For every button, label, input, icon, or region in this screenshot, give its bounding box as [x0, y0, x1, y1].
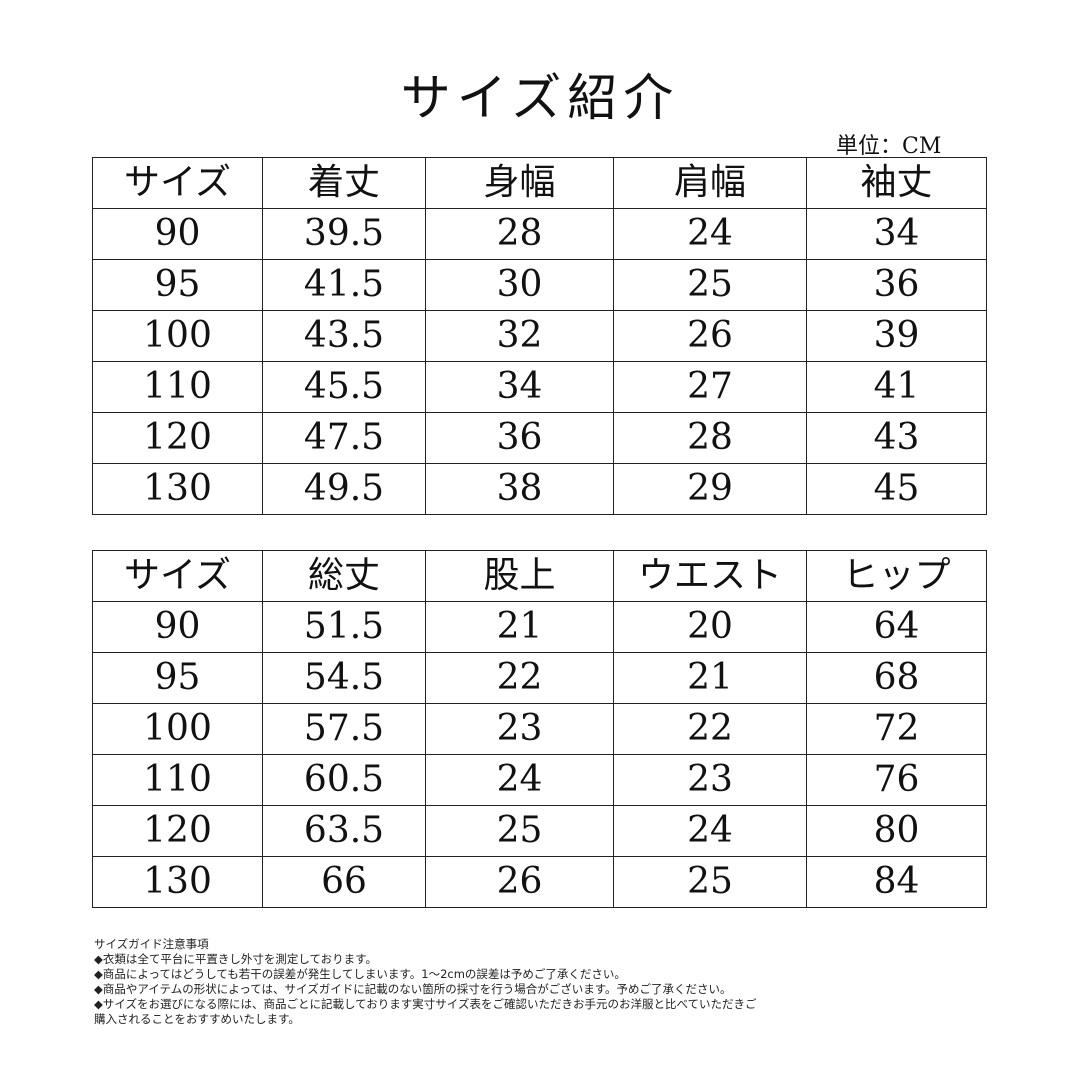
table-cell: 25	[425, 805, 614, 857]
column-header: サイズ	[92, 157, 263, 209]
column-header: 肩幅	[613, 157, 807, 209]
table-row: 100 43.5 32 26 39	[92, 310, 987, 362]
table-cell: 21	[425, 601, 614, 653]
table-row: 95 54.5 22 21 68	[92, 652, 987, 704]
table-cell: 54.5	[262, 652, 426, 704]
table-cell: 72	[806, 703, 987, 755]
table-cell: 43	[806, 412, 987, 464]
table-cell: 30	[425, 259, 614, 311]
table-cell: 95	[92, 259, 263, 311]
table-row: 95 41.5 30 25 36	[92, 259, 987, 311]
table-cell: 23	[425, 703, 614, 755]
table-cell: 41.5	[262, 259, 426, 311]
column-header: ウエスト	[613, 550, 807, 602]
table-cell: 110	[92, 361, 263, 413]
table-row: 120 47.5 36 28 43	[92, 412, 987, 464]
table-cell: 25	[613, 259, 807, 311]
table-cell: 120	[92, 412, 263, 464]
table-cell: 24	[425, 754, 614, 806]
note-line: ◆商品やアイテムの形状によっては、サイズガイドに記載のない箇所の採寸を行う場合が…	[94, 982, 732, 996]
table-cell: 49.5	[262, 463, 426, 515]
table-cell: 21	[613, 652, 807, 704]
table-row: 90 39.5 28 24 34	[92, 208, 987, 260]
table-cell: 20	[613, 601, 807, 653]
note-line: ◆商品によってはどうしても若干の誤差が発生してしまいます。1～2cmの誤差は予め…	[94, 967, 626, 981]
table-cell: 60.5	[262, 754, 426, 806]
table-row: 90 51.5 21 20 64	[92, 601, 987, 653]
table-cell: 64	[806, 601, 987, 653]
table-cell: 28	[613, 412, 807, 464]
table-cell: 36	[806, 259, 987, 311]
table-cell: 24	[613, 805, 807, 857]
table-cell: 45	[806, 463, 987, 515]
note-line: ◆サイズをお選びになる際には、商品ごとに記載しております実寸サイズ表をご確認いた…	[94, 997, 757, 1011]
table-cell: 32	[425, 310, 614, 362]
table-cell: 28	[425, 208, 614, 260]
table-cell: 43.5	[262, 310, 426, 362]
table-row: 120 63.5 25 24 80	[92, 805, 987, 857]
table-cell: 39	[806, 310, 987, 362]
table-cell: 26	[425, 856, 614, 908]
table-cell: 66	[262, 856, 426, 908]
table-cell: 76	[806, 754, 987, 806]
table-header-row: サイズ 総丈 股上 ウエスト ヒップ	[92, 550, 987, 602]
unit-label: 単位：CM	[836, 134, 942, 159]
table-cell: 22	[613, 703, 807, 755]
table-cell: 80	[806, 805, 987, 857]
column-header: 着丈	[262, 157, 426, 209]
table-row: 100 57.5 23 22 72	[92, 703, 987, 755]
table-row: 130 49.5 38 29 45	[92, 463, 987, 515]
column-header: ヒップ	[806, 550, 987, 602]
page-title: サイズ紹介	[400, 69, 680, 127]
table-cell: 34	[806, 208, 987, 260]
table-cell: 38	[425, 463, 614, 515]
column-header: 袖丈	[806, 157, 987, 209]
table-cell: 51.5	[262, 601, 426, 653]
column-header: 股上	[425, 550, 614, 602]
column-header: 身幅	[425, 157, 614, 209]
table-cell: 130	[92, 856, 263, 908]
table-cell: 36	[425, 412, 614, 464]
table-cell: 100	[92, 703, 263, 755]
note-line: ◆衣類は全て平台に平置きし外寸を測定しております。	[94, 952, 378, 966]
table-cell: 47.5	[262, 412, 426, 464]
table-header-row: サイズ 着丈 身幅 肩幅 袖丈	[92, 157, 987, 209]
size-table-tops: サイズ 着丈 身幅 肩幅 袖丈 90 39.5 28 24 34 95 41.5 30 25 36 100 43…	[92, 157, 987, 515]
column-header: 総丈	[262, 550, 426, 602]
table-cell: 22	[425, 652, 614, 704]
table-cell: 39.5	[262, 208, 426, 260]
table-cell: 23	[613, 754, 807, 806]
column-header: サイズ	[92, 550, 263, 602]
table-cell: 84	[806, 856, 987, 908]
table-cell: 90	[92, 208, 263, 260]
size-table-bottoms: サイズ 総丈 股上 ウエスト ヒップ 90 51.5 21 20 64 95 54.5 22 21 68 10…	[92, 550, 987, 908]
table-row: 130 66 26 25 84	[92, 856, 987, 908]
table-row: 110 60.5 24 23 76	[92, 754, 987, 806]
table-cell: 26	[613, 310, 807, 362]
table-cell: 68	[806, 652, 987, 704]
table-row: 110 45.5 34 27 41	[92, 361, 987, 413]
table-cell: 24	[613, 208, 807, 260]
table-cell: 120	[92, 805, 263, 857]
table-cell: 90	[92, 601, 263, 653]
table-cell: 45.5	[262, 361, 426, 413]
table-cell: 41	[806, 361, 987, 413]
table-cell: 100	[92, 310, 263, 362]
table-cell: 110	[92, 754, 263, 806]
table-cell: 25	[613, 856, 807, 908]
table-cell: 29	[613, 463, 807, 515]
notes-heading: サイズガイド注意事項	[94, 937, 209, 951]
table-cell: 95	[92, 652, 263, 704]
size-guide-notes: サイズガイド注意事項 ◆衣類は全て平台に平置きし外寸を測定しております。 ◆商品によ…	[94, 937, 994, 1027]
table-cell: 63.5	[262, 805, 426, 857]
table-cell: 34	[425, 361, 614, 413]
table-cell: 27	[613, 361, 807, 413]
table-cell: 57.5	[262, 703, 426, 755]
note-line: 購入されることをおすすめいたします。	[94, 1012, 300, 1026]
table-cell: 130	[92, 463, 263, 515]
